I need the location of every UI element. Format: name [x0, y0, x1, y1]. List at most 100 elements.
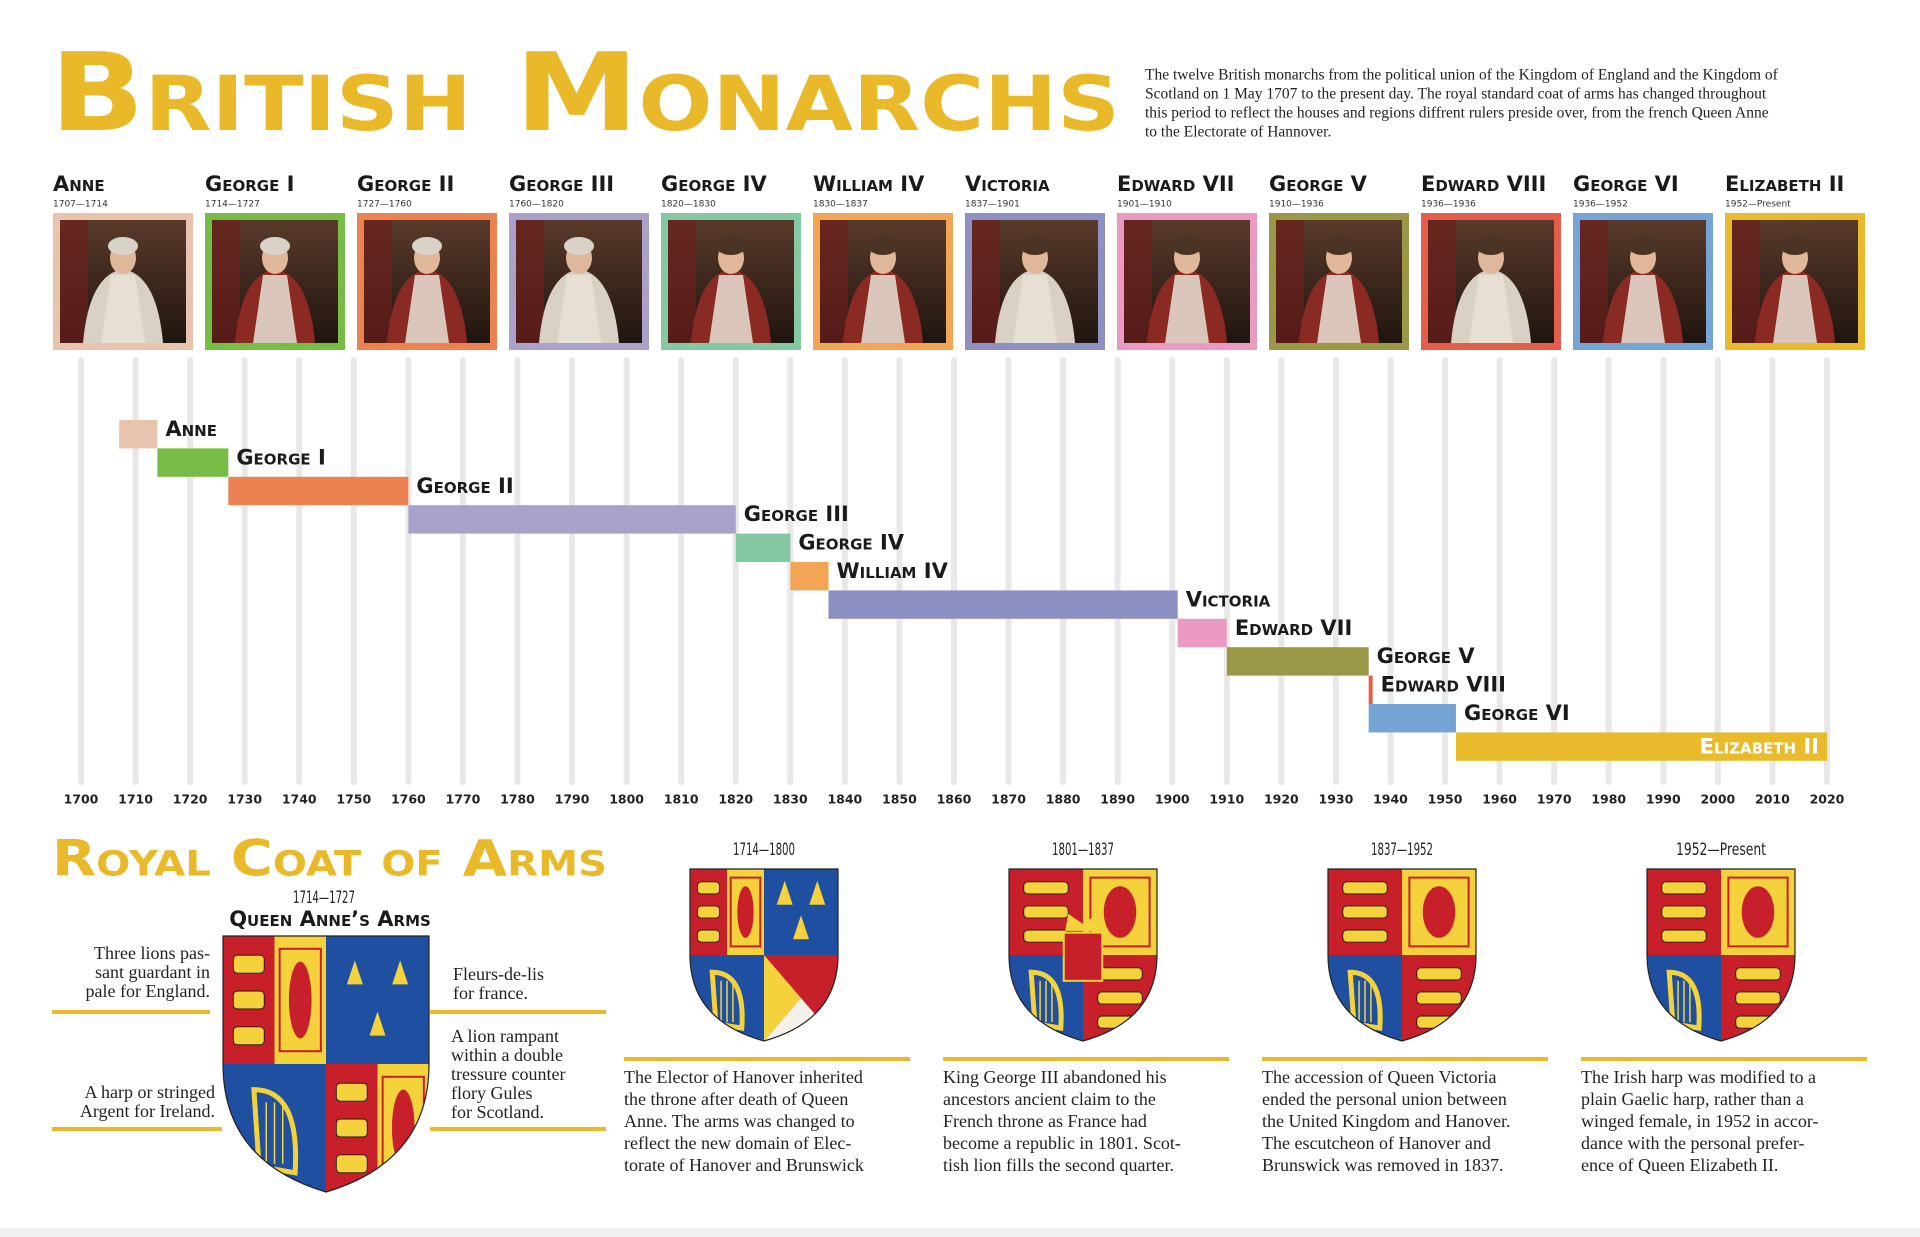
- portrait-ermine: [1469, 275, 1513, 343]
- period-text: Brunswick was removed in 1837.: [1262, 1155, 1503, 1175]
- portrait-ermine: [405, 275, 449, 343]
- reign-bar: [228, 476, 409, 506]
- arms-note: pale for England.: [86, 981, 210, 1001]
- fleur-de-lis: [392, 960, 409, 985]
- portrait-ermine: [1013, 275, 1057, 343]
- x-tick-label: 1920: [1264, 792, 1299, 807]
- reign-bar: [828, 590, 1178, 619]
- reign-bar: [1368, 675, 1373, 704]
- lion: [1735, 991, 1781, 1005]
- x-tick-label: 2000: [1700, 792, 1735, 807]
- harp: [251, 1087, 299, 1176]
- portrait-curtain: [364, 220, 392, 343]
- portrait-curtain: [1580, 220, 1608, 343]
- x-tick-label: 1800: [609, 792, 644, 807]
- portrait-hair: [1172, 237, 1202, 255]
- fleur-de-lis: [776, 880, 793, 905]
- tressure: [278, 947, 322, 1053]
- portrait-curtain: [212, 220, 240, 343]
- arms-note: Three lions pas-: [94, 943, 210, 963]
- lion: [1416, 991, 1462, 1005]
- period-text: plain Gaelic harp, rather than a: [1581, 1089, 1804, 1109]
- period-text: tish lion fills the second quarter.: [943, 1155, 1174, 1175]
- period-text: torate of Hanover and Brunswick: [624, 1155, 864, 1175]
- shield: [1328, 869, 1476, 1041]
- portrait-dates: 1714—1727: [205, 200, 260, 210]
- portrait-curtain: [1124, 220, 1152, 343]
- lion: [1342, 929, 1388, 943]
- lion: [335, 1118, 368, 1138]
- arms-note: within a double: [451, 1045, 563, 1065]
- portrait-name: Edward VII: [1117, 172, 1234, 196]
- period-text: ended the personal union between: [1262, 1089, 1507, 1109]
- period-text: dance with the personal prefer-: [1581, 1133, 1805, 1153]
- portrait-curtain: [668, 220, 696, 343]
- intro-line: Scotland on 1 May 1707 to the present da…: [1145, 86, 1767, 103]
- lion: [697, 905, 721, 919]
- reign-bar: [157, 448, 229, 477]
- x-tick-label: 1720: [173, 792, 208, 807]
- lion: [232, 990, 265, 1010]
- lion-rampant: [1422, 886, 1456, 938]
- arms-note: A harp or stringed: [85, 1082, 215, 1102]
- lion: [1735, 967, 1781, 981]
- period-text: Anne. The arms was changed to: [624, 1111, 855, 1131]
- harp: [709, 969, 745, 1032]
- portrait-ermine: [1317, 275, 1361, 343]
- portrait-name: Edward VIII: [1421, 172, 1546, 196]
- period-dates: 1801—1837: [1052, 840, 1114, 860]
- portrait-name: William IV: [813, 172, 925, 196]
- lion: [1735, 1015, 1781, 1029]
- arms-title: Royal Coat of Arms: [52, 830, 607, 888]
- portrait-hair: [1324, 237, 1354, 255]
- x-tick-label: 1750: [336, 792, 371, 807]
- x-tick-label: 1870: [991, 792, 1026, 807]
- arms-note: sant guardant in: [95, 962, 210, 982]
- lion: [232, 954, 265, 974]
- portrait-hair: [412, 237, 442, 255]
- portrait-name: George I: [205, 172, 294, 196]
- harp: [1028, 969, 1064, 1032]
- arms-note: Argent for Ireland.: [80, 1101, 215, 1121]
- period-text: the United Kingdom and Hanover.: [1262, 1111, 1510, 1131]
- portrait-dates: 1820—1830: [661, 200, 716, 210]
- footer-band: [0, 1228, 1920, 1237]
- lion-rampant: [1741, 886, 1775, 938]
- x-tick-label: 1780: [500, 792, 535, 807]
- portrait-dates: 1727—1760: [357, 200, 412, 210]
- shield: [1647, 869, 1795, 1041]
- lion: [335, 1154, 368, 1174]
- reign-label: George VI: [1464, 701, 1570, 725]
- x-tick-label: 1940: [1373, 792, 1408, 807]
- lion-rampant: [737, 886, 754, 938]
- x-tick-label: 1790: [555, 792, 590, 807]
- portrait-name: George VI: [1573, 172, 1679, 196]
- hanover-gold: [764, 955, 801, 1041]
- portrait-ermine: [101, 275, 145, 343]
- arms-note: tressure counter: [451, 1064, 565, 1084]
- arms-main-name: Queen Anne’s Arms: [229, 907, 431, 931]
- reign-bar: [1177, 618, 1227, 648]
- arms-note: for france.: [453, 983, 528, 1003]
- period-text: the throne after death of Queen: [624, 1089, 848, 1109]
- reign-bar: [1368, 704, 1456, 733]
- portrait-curtain: [516, 220, 544, 343]
- reign-label: Anne: [165, 417, 217, 441]
- fleur-de-lis: [793, 915, 809, 940]
- portrait-name: Victoria: [965, 172, 1050, 196]
- x-tick-label: 1860: [937, 792, 972, 807]
- portrait-curtain: [60, 220, 88, 343]
- arms-note: flory Gules: [451, 1083, 532, 1103]
- portrait-ermine: [861, 275, 905, 343]
- x-tick-label: 1830: [773, 792, 808, 807]
- x-tick-label: 1700: [64, 792, 99, 807]
- x-tick-label: 1740: [282, 792, 317, 807]
- portrait-hair: [260, 237, 290, 255]
- reign-label: George V: [1377, 644, 1476, 668]
- portrait-ermine: [709, 275, 753, 343]
- shield-outline: [1008, 868, 1158, 1042]
- x-tick-label: 2010: [1755, 792, 1790, 807]
- lion: [697, 929, 721, 943]
- title: British Monarchs: [50, 31, 1120, 156]
- fleur-de-lis: [369, 1011, 386, 1036]
